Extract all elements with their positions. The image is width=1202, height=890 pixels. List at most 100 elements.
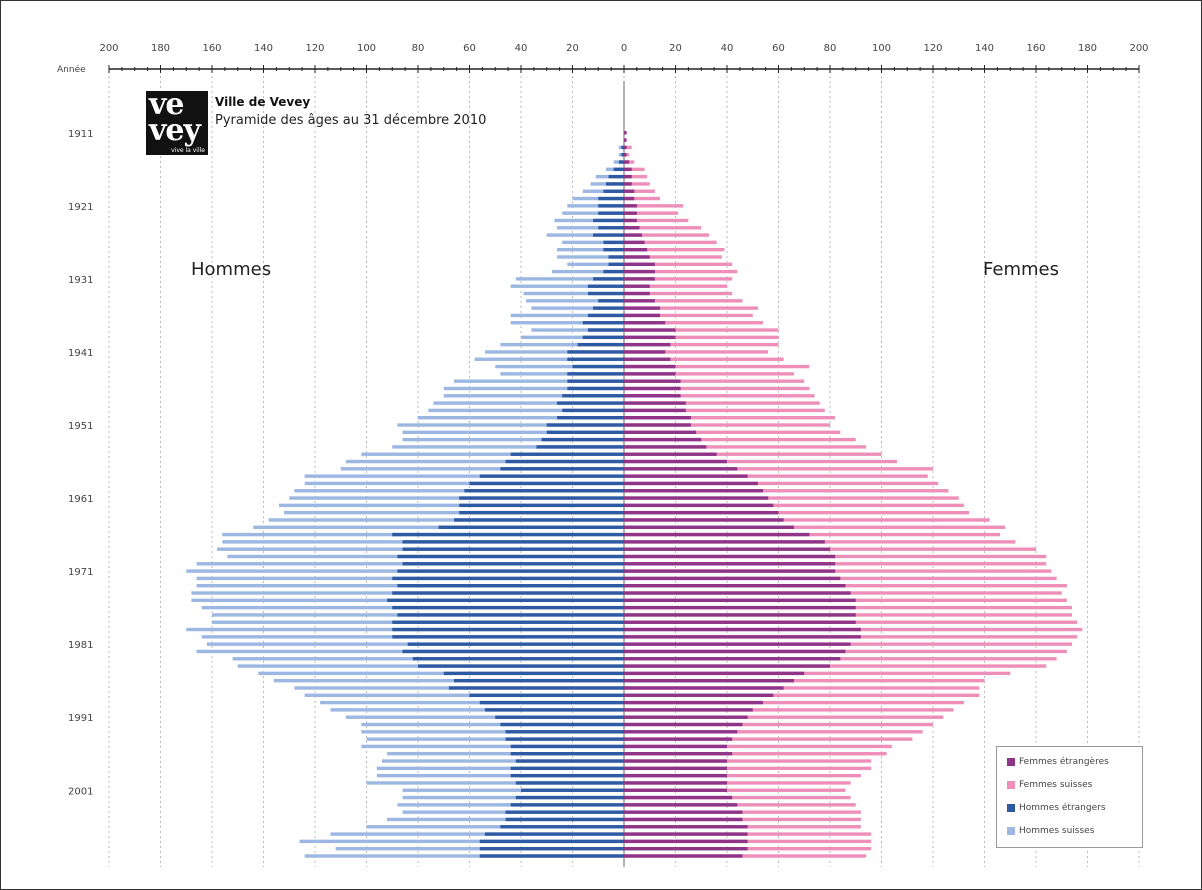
bar-femmes-etrangeres (624, 657, 841, 661)
bar-hommes-suisses (443, 394, 624, 398)
bar-hommes-suisses (361, 730, 624, 734)
bar-hommes-etrangers (397, 569, 624, 573)
bar-femmes-suisses (624, 445, 867, 449)
bar-femmes-suisses (624, 379, 805, 383)
bar-femmes-etrangeres (624, 781, 727, 785)
bar-hommes-etrangers (582, 321, 624, 325)
bar-hommes-etrangers (515, 781, 624, 785)
bar-femmes-etrangeres (624, 174, 632, 179)
bar-hommes-suisses (474, 357, 624, 361)
bar-hommes-suisses (402, 788, 624, 792)
bar-femmes-suisses (624, 481, 939, 486)
legend-swatch (1007, 827, 1015, 835)
bar-hommes-etrangers (479, 846, 624, 851)
bar-femmes-suisses (624, 189, 655, 193)
bar-femmes-etrangeres (624, 854, 743, 858)
bar-hommes-etrangers (515, 759, 624, 763)
bar-hommes-suisses (531, 328, 624, 332)
bar-hommes-suisses (515, 277, 624, 281)
bar-hommes-etrangers (392, 591, 624, 595)
bar-hommes-etrangers (603, 247, 624, 252)
bar-femmes-suisses (624, 408, 825, 413)
bar-femmes-suisses (624, 416, 836, 420)
bar-hommes-etrangers (418, 664, 624, 668)
bar-femmes-etrangeres (624, 204, 637, 208)
bar-hommes-etrangers (536, 445, 624, 449)
bar-femmes-etrangeres (624, 247, 648, 252)
bar-femmes-etrangeres (624, 255, 650, 259)
bar-femmes-suisses (624, 204, 684, 208)
legend-swatch (1007, 781, 1015, 789)
bar-femmes-etrangeres (624, 664, 830, 668)
bar-femmes-etrangeres (624, 211, 637, 215)
y-tick-label: 2001 (68, 786, 93, 797)
bar-hommes-suisses (361, 722, 624, 727)
bar-femmes-suisses (624, 467, 933, 471)
bar-hommes-suisses (361, 744, 624, 749)
bar-femmes-suisses (624, 321, 764, 325)
bar-hommes-suisses (304, 481, 624, 486)
legend: Femmes étrangères Femmes suisses Hommes … (996, 746, 1143, 848)
bar-hommes-etrangers (608, 262, 624, 266)
bar-femmes-etrangeres (624, 284, 650, 288)
bar-hommes-suisses (273, 678, 624, 683)
bar-hommes-suisses (557, 255, 624, 259)
bar-hommes-etrangers (500, 467, 624, 471)
bar-femmes-etrangeres (624, 686, 784, 690)
bar-femmes-suisses (624, 342, 779, 347)
bar-femmes-etrangeres (624, 474, 748, 478)
bar-femmes-suisses (624, 795, 851, 800)
bar-hommes-etrangers (484, 832, 624, 836)
bar-femmes-suisses (624, 335, 779, 340)
bar-femmes-etrangeres (624, 700, 764, 705)
bar-femmes-etrangeres (624, 182, 632, 186)
x-tick-label: 100 (872, 43, 891, 54)
bar-femmes-suisses (624, 269, 738, 274)
bar-femmes-etrangeres (624, 423, 691, 427)
bar-femmes-etrangeres (624, 386, 681, 391)
bar-hommes-etrangers (605, 182, 624, 186)
bar-hommes-etrangers (593, 306, 624, 310)
bar-femmes-etrangeres (624, 379, 681, 383)
bar-hommes-suisses (366, 781, 624, 785)
x-tick-label: 180 (151, 43, 170, 54)
bar-femmes-suisses (624, 291, 733, 296)
bar-hommes-suisses (258, 671, 624, 676)
bar-femmes-etrangeres (624, 153, 627, 157)
bar-hommes-etrangers (582, 335, 624, 340)
bar-hommes-etrangers (608, 255, 624, 259)
bar-femmes-suisses (624, 284, 727, 288)
bar-femmes-suisses (624, 196, 661, 201)
bar-hommes-etrangers (572, 364, 624, 369)
bar-hommes-etrangers (500, 825, 624, 829)
bar-femmes-etrangeres (624, 540, 825, 544)
bar-femmes-suisses (624, 437, 856, 442)
bar-hommes-suisses (562, 211, 624, 215)
bar-femmes-etrangeres (624, 744, 727, 749)
bar-hommes-etrangers (562, 408, 624, 413)
bar-hommes-etrangers (567, 350, 624, 354)
bar-femmes-etrangeres (624, 277, 655, 281)
bar-hommes-suisses (299, 839, 624, 844)
bar-hommes-etrangers (587, 328, 624, 332)
bar-femmes-suisses (624, 664, 1047, 668)
legend-label: Hommes suisses (1019, 826, 1095, 836)
bar-hommes-suisses (402, 437, 624, 442)
bar-femmes-etrangeres (624, 445, 707, 449)
bar-hommes-etrangers (438, 525, 624, 529)
bar-hommes-etrangers (495, 715, 624, 719)
bar-femmes-etrangeres (624, 795, 733, 800)
x-tick-label: 20 (566, 43, 579, 54)
bar-femmes-suisses (624, 569, 1052, 573)
bar-femmes-etrangeres (624, 138, 627, 142)
bar-femmes-suisses (624, 503, 964, 508)
bar-hommes-suisses (340, 467, 624, 471)
bar-hommes-suisses (345, 715, 624, 719)
bar-femmes-suisses (624, 401, 820, 405)
bar-femmes-etrangeres (624, 730, 738, 734)
bar-hommes-etrangers (598, 211, 624, 215)
bar-hommes-suisses (526, 299, 624, 303)
bar-femmes-suisses (624, 737, 913, 741)
bar-femmes-etrangeres (624, 671, 805, 676)
bar-femmes-etrangeres (624, 715, 748, 719)
